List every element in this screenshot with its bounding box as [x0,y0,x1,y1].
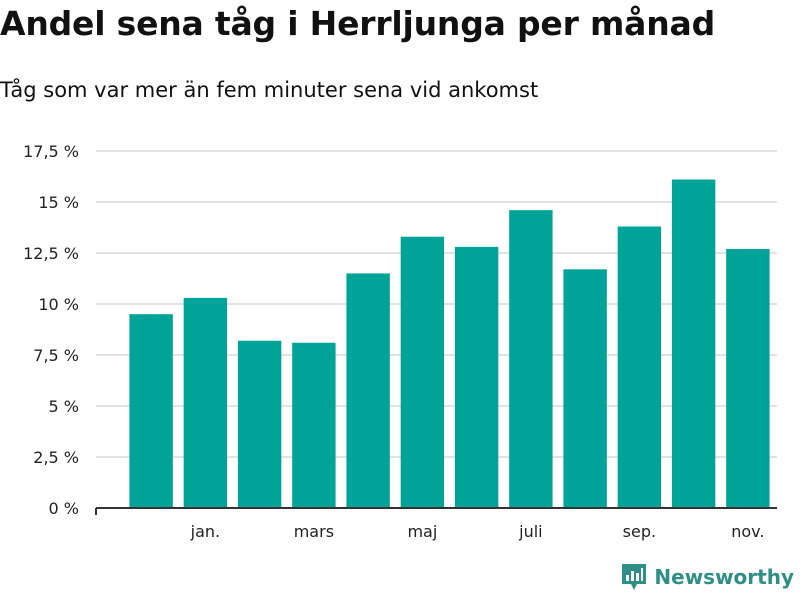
y-tick-label: 15 % [38,193,79,212]
bar [400,236,445,508]
axes [95,507,777,515]
x-tick-label: maj [407,522,437,541]
newsworthy-brand: Newsworthy [620,562,794,592]
bar [617,226,662,509]
x-tick-label: jan. [190,522,220,541]
bar [292,342,336,508]
newsworthy-logo-icon [622,564,647,590]
y-tick-label: 0 % [49,499,79,518]
bar [726,248,770,509]
x-tick-label: mars [294,522,334,541]
y-tick-label: 5 % [49,397,79,416]
brand-name: Newsworthy [654,565,794,589]
bars [129,179,770,509]
chart-subtitle: Tåg som var mer än fem minuter sena vid … [0,78,539,102]
bar [183,297,228,508]
y-tick-label: 12,5 % [23,244,79,263]
y-tick-label: 2,5 % [33,448,79,467]
chart-title: Andel sena tåg i Herrljunga per månad [0,4,716,43]
bar [509,210,553,508]
bar [454,246,499,508]
bar [129,314,173,508]
x-tick-label: juli [518,522,542,541]
x-tick-label: sep. [623,522,656,541]
bar [237,340,282,508]
bar [671,179,716,508]
bar [346,273,390,508]
y-tick-label: 17,5 % [23,142,79,161]
y-tick-label: 10 % [38,295,79,314]
tick-labels: 0 % 2,5 % 5 % 7,5 % 10 % 12,5 % 15 % 17,5 % jan.… [23,142,764,541]
y-tick-label: 7,5 % [33,346,79,365]
x-tick-label: nov. [731,522,764,541]
bar [563,269,607,508]
